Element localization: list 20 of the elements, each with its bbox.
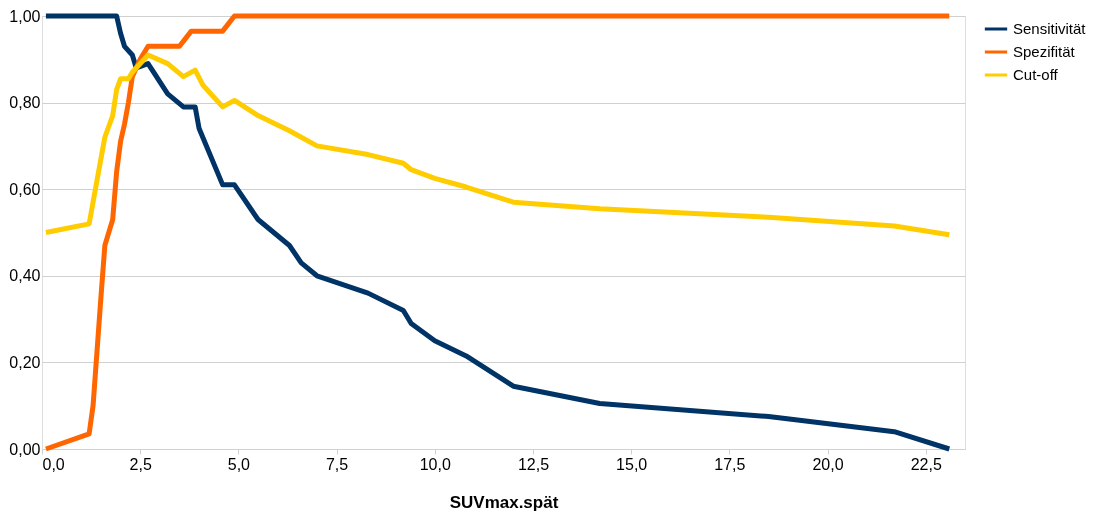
legend-label: Cut-off — [1013, 66, 1059, 83]
x-tick-label: 15,0 — [616, 455, 648, 473]
y-tick-label: 1,00 — [9, 7, 41, 25]
y-tick-label: 0,80 — [9, 94, 41, 112]
y-tick-label: 0,00 — [9, 440, 41, 458]
y-tick-label: 0,60 — [9, 180, 41, 198]
x-tick-label: 20,0 — [812, 455, 844, 473]
x-tick-label: 5,0 — [227, 455, 251, 473]
x-tick-label: 7,5 — [325, 455, 349, 473]
x-tick-label: 17,5 — [714, 455, 746, 473]
x-tick-label: 2,5 — [129, 455, 152, 473]
x-tick-label: 22,5 — [910, 455, 942, 473]
x-tick-label: 10,0 — [419, 455, 451, 473]
legend-label: Spezifität — [1013, 43, 1076, 60]
x-tick-label: 0,0 — [42, 455, 65, 473]
y-tick-label: 0,40 — [9, 267, 41, 285]
x-axis-title: SUVmax.spät — [449, 492, 559, 512]
x-tick-label: 12,5 — [517, 455, 550, 473]
legend-label: Sensitivität — [1013, 20, 1087, 37]
y-tick-label: 0,20 — [9, 353, 41, 371]
